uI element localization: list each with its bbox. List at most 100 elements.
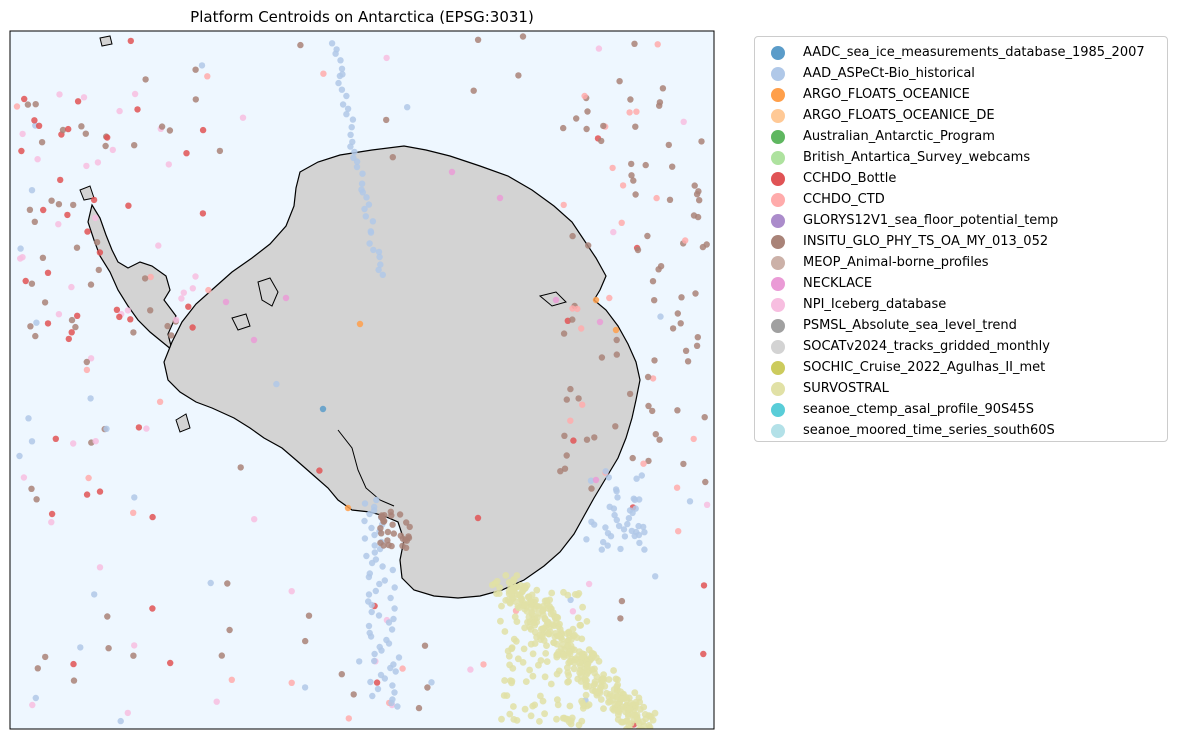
platform-point bbox=[647, 730, 654, 737]
platform-point bbox=[531, 701, 539, 709]
platform-point bbox=[646, 726, 654, 729]
platform-point bbox=[539, 611, 547, 619]
platform-point bbox=[563, 452, 570, 459]
platform-point bbox=[488, 581, 496, 589]
platform-point bbox=[606, 691, 614, 698]
legend-item: SOCHIC_Cruise_2022_Agulhas_II_met bbox=[765, 357, 1167, 378]
platform-point bbox=[343, 111, 350, 118]
platform-point bbox=[575, 395, 582, 402]
platform-point bbox=[614, 707, 622, 715]
platform-point bbox=[239, 114, 247, 121]
platform-point bbox=[574, 305, 581, 313]
platform-point bbox=[651, 709, 659, 717]
platform-point bbox=[582, 691, 590, 699]
platform-point bbox=[556, 620, 563, 628]
platform-point bbox=[366, 510, 373, 518]
platform-point bbox=[543, 642, 550, 649]
platform-point bbox=[328, 40, 336, 47]
platform-point bbox=[367, 633, 375, 640]
platform-point bbox=[384, 528, 392, 536]
platform-point bbox=[319, 405, 327, 413]
platform-point bbox=[65, 125, 72, 133]
platform-point bbox=[385, 640, 393, 647]
platform-point bbox=[428, 679, 435, 686]
legend-label: Australian_Antarctic_Program bbox=[803, 129, 995, 144]
platform-point bbox=[574, 614, 582, 622]
platform-point bbox=[541, 673, 549, 681]
platform-point bbox=[199, 210, 207, 217]
platform-point bbox=[27, 323, 34, 330]
platform-point bbox=[703, 241, 710, 248]
platform-point bbox=[116, 313, 123, 321]
platform-point bbox=[387, 594, 394, 602]
platform-point bbox=[57, 176, 64, 184]
platform-point bbox=[183, 150, 190, 157]
platform-point bbox=[613, 516, 620, 524]
platform-point bbox=[533, 586, 541, 594]
platform-point bbox=[588, 649, 596, 657]
platform-point bbox=[237, 464, 244, 471]
platform-point bbox=[606, 503, 613, 510]
platform-point bbox=[521, 601, 529, 609]
platform-point bbox=[367, 229, 375, 236]
platform-point bbox=[522, 678, 530, 685]
platform-point bbox=[34, 156, 41, 163]
platform-point bbox=[625, 515, 633, 522]
platform-point bbox=[336, 72, 344, 80]
platform-point bbox=[358, 180, 366, 187]
platform-point bbox=[141, 275, 149, 282]
platform-point bbox=[557, 468, 564, 475]
platform-point bbox=[567, 717, 575, 725]
platform-point bbox=[512, 637, 520, 645]
legend-marker bbox=[771, 171, 785, 186]
platform-point bbox=[585, 242, 592, 249]
platform-point bbox=[25, 415, 32, 422]
platform-point bbox=[597, 696, 605, 703]
platform-point bbox=[610, 667, 617, 674]
platform-point bbox=[656, 436, 663, 443]
platform-point bbox=[87, 355, 95, 362]
platform-point bbox=[552, 296, 560, 304]
platform-point bbox=[674, 407, 681, 414]
platform-point bbox=[542, 650, 550, 657]
legend-item: PSMSL_Absolute_sea_level_trend bbox=[765, 315, 1167, 336]
platform-point bbox=[680, 118, 687, 126]
platform-point bbox=[339, 101, 347, 108]
platform-point bbox=[554, 701, 562, 709]
platform-point bbox=[20, 474, 28, 481]
platform-point bbox=[368, 559, 376, 567]
platform-point bbox=[619, 695, 626, 703]
legend-marker bbox=[771, 360, 785, 375]
platform-point bbox=[371, 531, 378, 539]
platform-point bbox=[614, 716, 622, 723]
platform-point bbox=[574, 591, 581, 599]
platform-point bbox=[584, 669, 592, 677]
platform-point bbox=[16, 452, 23, 460]
legend-label: ARGO_FLOATS_OCEANICE_DE bbox=[803, 108, 995, 123]
platform-point bbox=[591, 521, 598, 528]
platform-point bbox=[347, 143, 354, 150]
platform-point bbox=[592, 476, 600, 484]
platform-point bbox=[368, 524, 375, 532]
legend-marker bbox=[771, 339, 785, 354]
platform-point bbox=[693, 342, 701, 349]
platform-point bbox=[109, 146, 117, 154]
platform-point bbox=[618, 597, 626, 605]
platform-point bbox=[52, 435, 59, 442]
platform-point bbox=[560, 124, 567, 132]
platform-point bbox=[178, 295, 185, 302]
platform-point bbox=[421, 642, 429, 649]
platform-point bbox=[560, 651, 567, 659]
legend-item: CCHDO_CTD bbox=[765, 189, 1167, 210]
platform-point bbox=[250, 336, 258, 344]
platform-point bbox=[383, 54, 390, 62]
platform-point bbox=[199, 126, 207, 134]
platform-point bbox=[42, 653, 49, 661]
platform-point bbox=[564, 642, 572, 649]
platform-point bbox=[595, 45, 603, 52]
platform-point bbox=[385, 541, 392, 549]
platform-point bbox=[502, 572, 510, 579]
legend-label: British_Antartica_Survey_webcams bbox=[803, 150, 1031, 165]
platform-point bbox=[680, 460, 687, 468]
platform-point bbox=[368, 601, 375, 609]
